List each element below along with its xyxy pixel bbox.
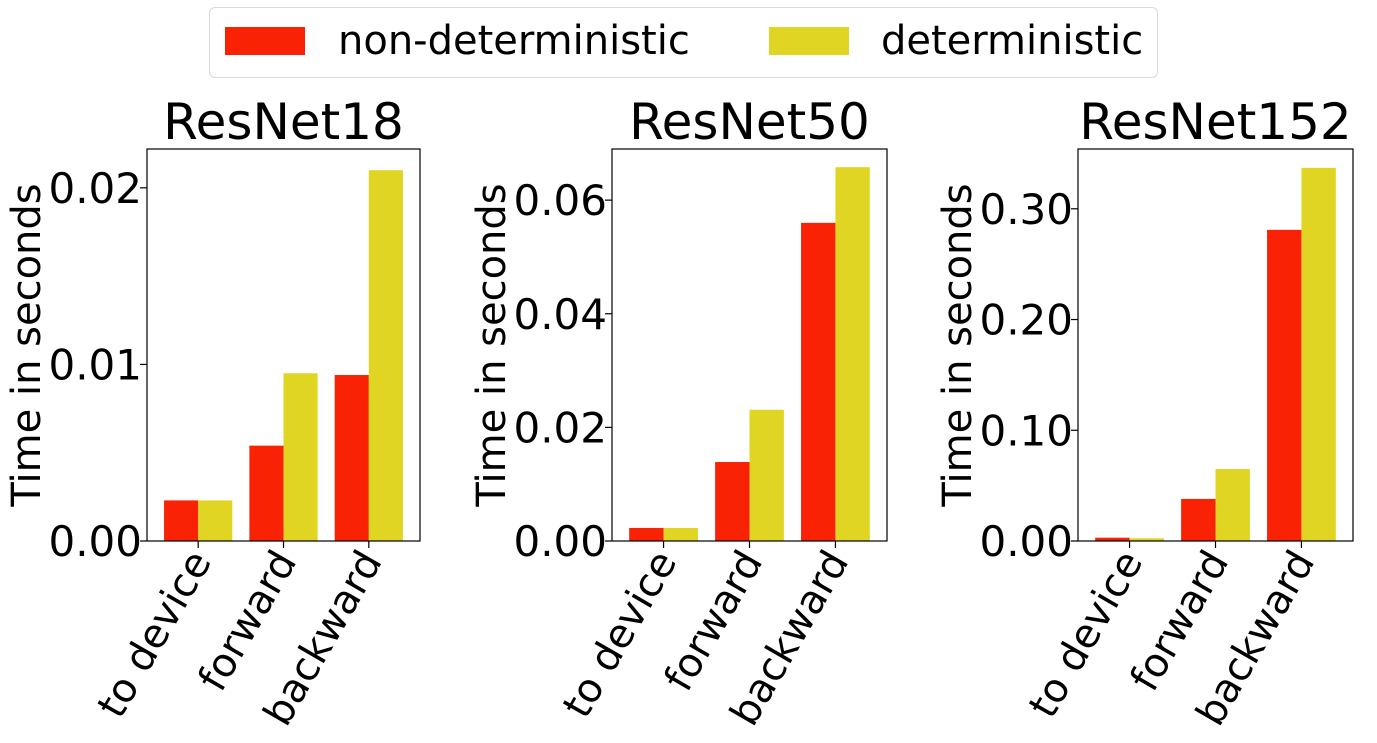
bar-non-deterministic-forward (715, 462, 750, 541)
bar-deterministic-to-device (198, 500, 233, 541)
y-tick-label: 0.02 (48, 164, 142, 213)
bar-deterministic-forward (283, 373, 318, 541)
bar-non-deterministic-to-device (164, 500, 199, 541)
bar-non-deterministic-forward (249, 445, 284, 541)
y-tick-label: 0.10 (979, 406, 1073, 455)
bar-deterministic-backward (835, 167, 870, 542)
bar-non-deterministic-forward (1181, 498, 1216, 541)
y-tick-label: 0.00 (979, 517, 1073, 566)
bar-non-deterministic-backward (1267, 229, 1302, 541)
bar-deterministic-backward (368, 170, 403, 541)
legend-label-deterministic: deterministic (881, 18, 1144, 64)
bar-deterministic-to-device (663, 527, 698, 541)
y-tick-label: 0.06 (513, 176, 607, 225)
x-tick-label-to-device: to device (89, 543, 221, 726)
legend-label-non-deterministic: non-deterministic (338, 18, 690, 64)
legend-swatch-non-deterministic (225, 27, 305, 55)
legend-swatch-deterministic (769, 27, 849, 55)
chart-title: ResNet152 (1079, 93, 1352, 151)
y-tick-label: 0.30 (979, 185, 1073, 234)
bar-non-deterministic-backward (801, 222, 836, 541)
y-axis-label: Time in seconds (469, 183, 515, 507)
legend: non-deterministic deterministic (209, 7, 1158, 78)
y-tick-label: 0.01 (48, 340, 142, 389)
bar-non-deterministic-backward (334, 375, 369, 541)
bar-deterministic-backward (1301, 167, 1336, 541)
bar-deterministic-to-device (1129, 538, 1164, 541)
y-axis-label: Time in seconds (935, 183, 981, 507)
y-tick-label: 0.04 (513, 290, 607, 339)
x-tick-label-to-device: to device (1020, 543, 1152, 726)
y-axis-label: Time in seconds (4, 183, 50, 507)
y-tick-label: 0.00 (48, 517, 142, 566)
x-tick-label-to-device: to device (554, 543, 686, 726)
bar-non-deterministic-to-device (629, 527, 664, 541)
y-tick-label: 0.20 (979, 296, 1073, 345)
chart-title: ResNet18 (163, 93, 404, 151)
y-tick-label: 0.02 (513, 403, 607, 452)
chart-title: ResNet50 (629, 93, 870, 151)
y-tick-label: 0.00 (513, 517, 607, 566)
bar-non-deterministic-to-device (1095, 537, 1130, 541)
bar-deterministic-forward (749, 409, 784, 541)
bar-deterministic-forward (1215, 469, 1250, 541)
